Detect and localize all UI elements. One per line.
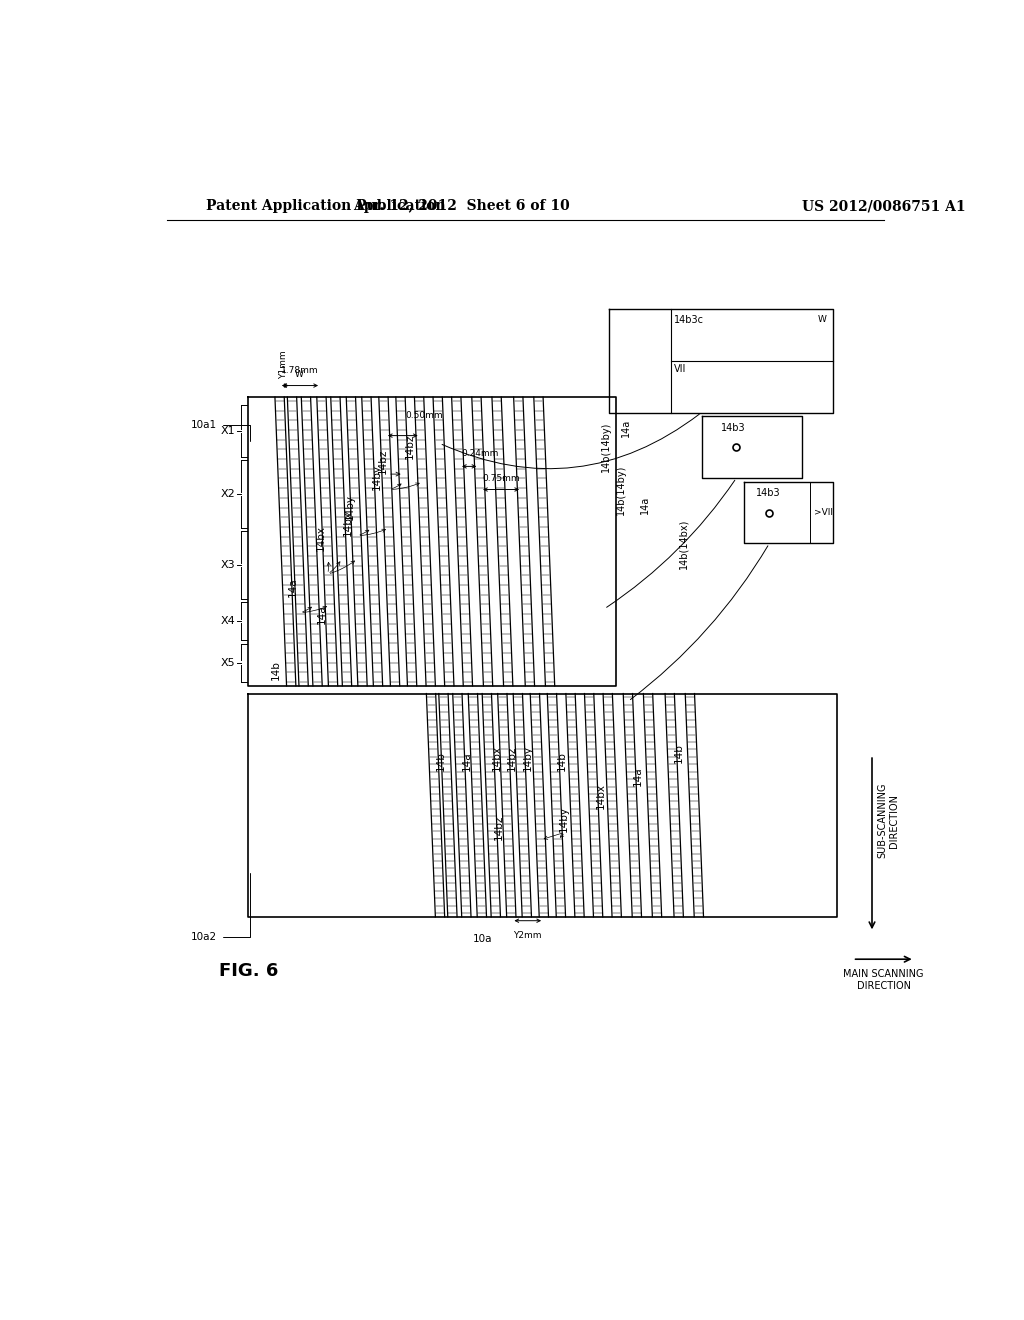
Text: 0.50mm: 0.50mm bbox=[406, 411, 443, 420]
Text: 14b3: 14b3 bbox=[721, 422, 745, 433]
Text: 1.78mm: 1.78mm bbox=[282, 366, 318, 375]
Text: Y1mm: Y1mm bbox=[280, 351, 289, 379]
Text: 14bx: 14bx bbox=[315, 525, 326, 552]
Text: 14by: 14by bbox=[372, 463, 382, 490]
Text: 10a2: 10a2 bbox=[191, 874, 251, 942]
Text: 14bz: 14bz bbox=[404, 433, 415, 459]
Text: 0.24mm: 0.24mm bbox=[461, 449, 499, 458]
Text: 14b(14bx): 14b(14bx) bbox=[678, 519, 688, 569]
Text: 14b: 14b bbox=[674, 743, 684, 763]
Text: X2: X2 bbox=[220, 490, 234, 499]
Text: 14bx: 14bx bbox=[595, 783, 605, 809]
Text: Apr. 12, 2012  Sheet 6 of 10: Apr. 12, 2012 Sheet 6 of 10 bbox=[353, 199, 569, 213]
Text: 14b3: 14b3 bbox=[756, 488, 780, 498]
Text: X3: X3 bbox=[220, 560, 234, 570]
Text: 14bz: 14bz bbox=[495, 814, 504, 840]
Text: Patent Application Publication: Patent Application Publication bbox=[206, 199, 445, 213]
Text: 14b: 14b bbox=[557, 751, 566, 771]
Text: VII: VII bbox=[675, 364, 687, 375]
Text: MAIN SCANNING
DIRECTION: MAIN SCANNING DIRECTION bbox=[844, 969, 924, 991]
Text: 14by: 14by bbox=[345, 494, 355, 520]
Text: 10a1: 10a1 bbox=[191, 420, 251, 441]
Text: 14b(14by): 14b(14by) bbox=[601, 422, 611, 473]
Text: 14b(14by): 14b(14by) bbox=[616, 465, 627, 515]
Text: 14a: 14a bbox=[316, 605, 327, 624]
Text: X5: X5 bbox=[220, 657, 234, 668]
Text: 14a: 14a bbox=[633, 767, 643, 785]
Text: 14a: 14a bbox=[462, 751, 472, 771]
Text: 14bx: 14bx bbox=[342, 510, 352, 536]
Text: 0.75mm: 0.75mm bbox=[482, 474, 520, 483]
Text: 14b: 14b bbox=[435, 751, 445, 771]
Text: W: W bbox=[818, 314, 827, 323]
Text: W: W bbox=[295, 371, 303, 379]
Text: >VII: >VII bbox=[814, 508, 833, 517]
Text: 14a: 14a bbox=[288, 578, 298, 597]
Text: SUB-SCANNING
DIRECTION: SUB-SCANNING DIRECTION bbox=[878, 783, 899, 858]
Text: 14b: 14b bbox=[271, 660, 282, 680]
Text: 14by: 14by bbox=[522, 744, 532, 771]
Text: 14a: 14a bbox=[640, 496, 649, 513]
Text: 14bz: 14bz bbox=[507, 746, 517, 771]
Text: 14bz: 14bz bbox=[377, 449, 387, 474]
Text: Y2mm: Y2mm bbox=[513, 931, 542, 940]
Text: FIG. 6: FIG. 6 bbox=[219, 962, 279, 979]
Text: 10a: 10a bbox=[472, 933, 492, 944]
Text: X4: X4 bbox=[220, 616, 234, 626]
Text: 14b3c: 14b3c bbox=[675, 314, 705, 325]
Text: 14by: 14by bbox=[559, 807, 569, 832]
Text: US 2012/0086751 A1: US 2012/0086751 A1 bbox=[802, 199, 966, 213]
Text: 14a: 14a bbox=[622, 418, 632, 437]
Text: X1: X1 bbox=[220, 426, 234, 436]
Text: 14bx: 14bx bbox=[492, 744, 502, 771]
